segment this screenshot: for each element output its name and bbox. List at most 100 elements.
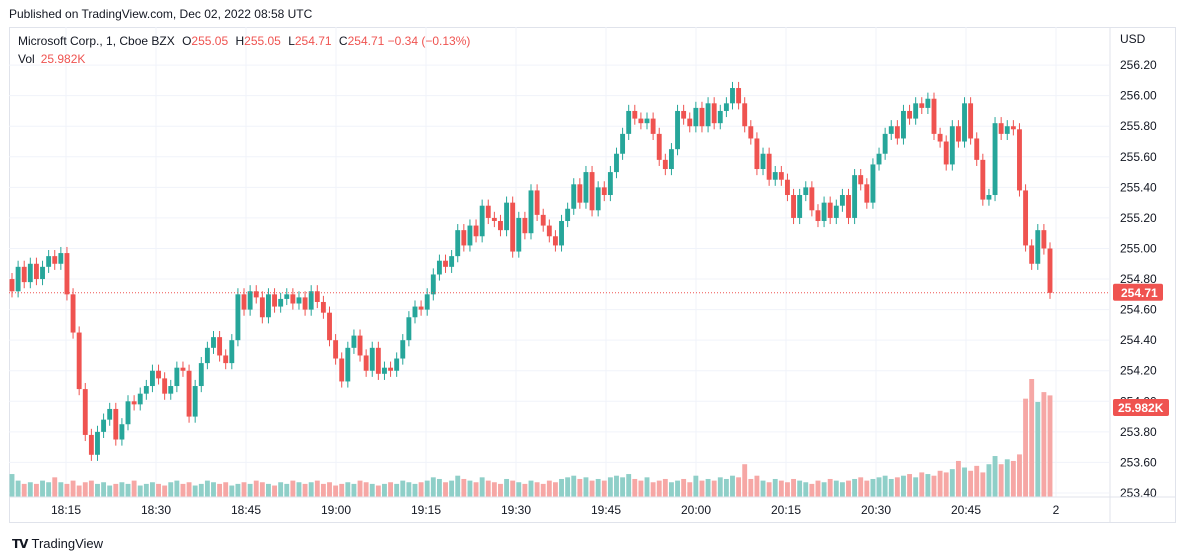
volume-bar: [699, 480, 705, 497]
volume-bar: [571, 475, 577, 497]
candle-body: [675, 110, 680, 150]
volume-bar: [907, 474, 913, 497]
volume-label: Vol: [18, 52, 35, 66]
last-price-badge-label: 254.71: [1121, 286, 1158, 300]
candle-body: [583, 172, 589, 203]
time-tick-label: 19:00: [321, 503, 351, 517]
candle-body: [88, 434, 94, 455]
price-tick-label: 254.20: [1120, 364, 1157, 378]
candle-body: [259, 297, 265, 318]
candle-body: [149, 370, 155, 387]
volume-bar: [778, 480, 784, 497]
volume-bar: [852, 478, 858, 497]
candle-body: [443, 260, 448, 267]
candle-body: [662, 159, 668, 170]
time-tick-label: 20:15: [771, 503, 801, 517]
volume-bar: [235, 483, 241, 497]
candle-body: [827, 202, 833, 218]
candle-body: [687, 118, 693, 127]
volume-bar: [577, 478, 583, 497]
volume-bar: [290, 480, 296, 497]
volume-bar: [27, 482, 33, 497]
volume-bar: [974, 465, 980, 497]
candle-body: [681, 110, 687, 119]
volume-bar: [528, 480, 534, 497]
candle-body: [797, 195, 803, 218]
candle-body: [119, 424, 125, 440]
candle-body: [412, 306, 418, 318]
volume-bar: [693, 475, 699, 497]
candle-body: [546, 225, 552, 237]
candle-body: [766, 153, 772, 180]
candle-body: [162, 378, 168, 394]
candle-body: [211, 337, 216, 348]
volume-bar: [595, 478, 601, 497]
brand-footer[interactable]: 𝗧𝗩 TradingView: [12, 536, 103, 551]
volume-bar: [473, 482, 479, 497]
volume-bar: [247, 483, 253, 497]
candle-body: [864, 184, 870, 203]
price-tick-label: 255.40: [1120, 180, 1157, 194]
volume-bar: [174, 480, 180, 497]
candle-body: [626, 110, 632, 134]
candle-body: [742, 103, 748, 127]
volume-bar: [351, 483, 357, 497]
candle-body: [962, 103, 967, 142]
volume-bar: [620, 477, 626, 497]
volume-bar: [589, 480, 595, 497]
volume-bar: [333, 485, 339, 497]
volume-bar: [211, 482, 216, 497]
candle-body: [52, 256, 58, 264]
time-tick-label: 20:30: [861, 503, 891, 517]
volume-bar: [278, 482, 284, 497]
candle-body: [723, 103, 729, 111]
candle-body: [522, 217, 528, 234]
volume-bar: [394, 483, 400, 497]
volume-bar: [681, 478, 687, 497]
last-volume-badge-label: 25.982K: [1118, 401, 1164, 415]
volume-bar: [82, 482, 88, 497]
volume-bar: [882, 475, 888, 497]
volume-bar: [601, 480, 607, 497]
candle-body: [760, 153, 766, 170]
price-tick-label: 255.60: [1120, 150, 1157, 164]
volume-bar: [986, 464, 992, 497]
candle-body: [180, 367, 186, 371]
candle-body: [406, 317, 412, 341]
close-label: C: [338, 34, 348, 48]
candle-body: [320, 301, 326, 313]
candlestick-chart[interactable]: 253.40253.60253.80254.00254.20254.40254.…: [9, 27, 1176, 523]
candle-body: [955, 126, 961, 142]
candle-body: [510, 202, 516, 252]
volume-bar: [675, 480, 680, 497]
candle-body: [247, 291, 253, 310]
volume-bar: [101, 482, 107, 497]
volume-bar: [522, 483, 528, 497]
candle-body: [894, 126, 900, 139]
candle-body: [290, 294, 296, 304]
candle-body: [607, 172, 613, 196]
volume-bar: [583, 477, 589, 497]
candle-body: [1010, 126, 1016, 130]
volume-bar: [320, 483, 326, 497]
candle-body: [253, 291, 259, 298]
volume-bar: [937, 470, 943, 497]
volume-bar: [125, 483, 131, 497]
candle-body: [901, 110, 906, 139]
candle-body: [656, 133, 662, 160]
candle-body: [974, 138, 980, 160]
candle-body: [125, 401, 131, 425]
candle-body: [601, 187, 607, 196]
price-tick-label: 255.00: [1120, 241, 1157, 255]
candle-body: [33, 263, 39, 280]
volume-bar: [345, 482, 351, 497]
candle-body: [1029, 245, 1035, 264]
candle-body: [540, 214, 546, 226]
volume-bar: [711, 480, 717, 497]
volume-bar: [876, 477, 882, 497]
high-label: H: [235, 34, 245, 48]
volume-bar: [382, 483, 387, 497]
time-axis: 18:15 18:30 18:45 19:00 19:15 19:30 19:45 20:00…: [9, 496, 1176, 517]
volume-bar: [204, 480, 210, 497]
volume-bar: [943, 472, 949, 497]
